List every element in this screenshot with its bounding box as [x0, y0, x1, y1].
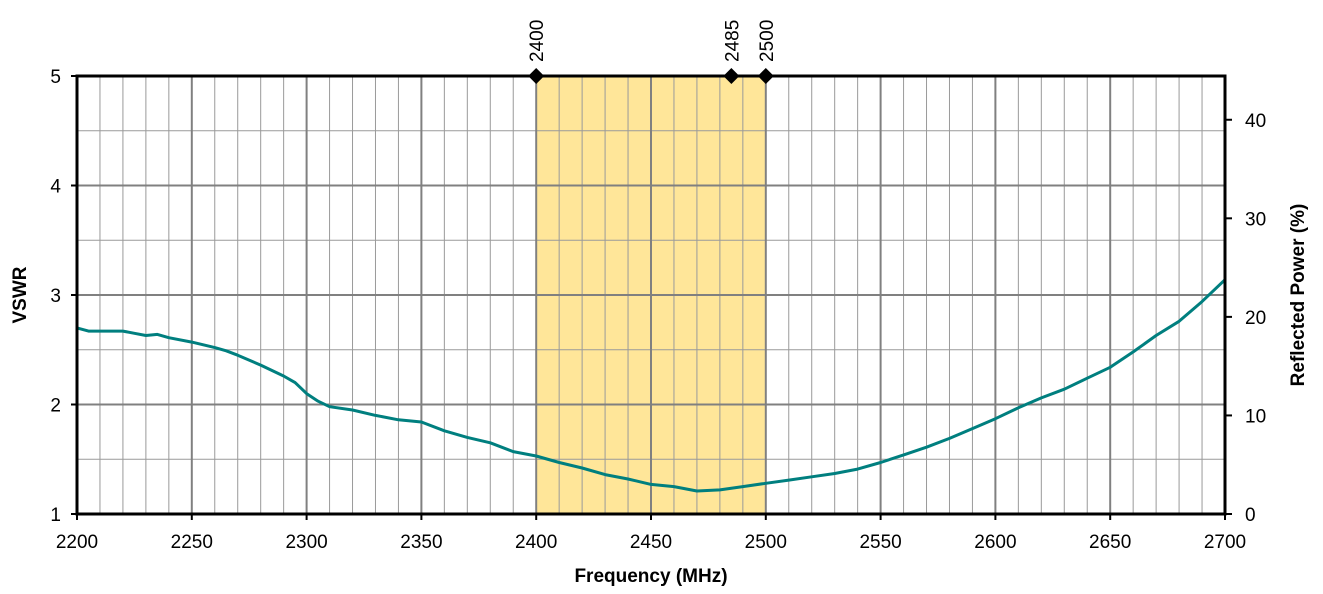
x-tick-label: 2450 [630, 532, 672, 553]
y2-tick-label: 20 [1245, 308, 1266, 329]
vswr-series-line [76, 278, 1227, 493]
y2-tick-label: 40 [1245, 111, 1266, 132]
grid-layer [77, 76, 1225, 514]
x-tick-label: 2700 [1204, 532, 1246, 553]
x-tick-label: 2250 [171, 532, 213, 553]
x-axis-title: Frequency (MHz) [574, 566, 727, 587]
x-tick-label: 2650 [1089, 532, 1131, 553]
x-tick-label: 2550 [859, 532, 901, 553]
x-tick-label: 2400 [515, 532, 557, 553]
y-tick-label: 3 [50, 286, 61, 307]
band-marker-diamond [528, 68, 545, 84]
marker-layer: 2400 2485 2500 [527, 20, 778, 84]
band-marker-label: 2500 [757, 20, 778, 62]
y2-tick-label: 0 [1245, 505, 1256, 526]
band-marker-diamond [723, 68, 740, 84]
y2-tick-label: 10 [1245, 406, 1266, 427]
x-tick-label: 2500 [745, 532, 787, 553]
x-tick-label: 2200 [56, 532, 98, 553]
band-marker-label: 2485 [722, 20, 743, 62]
y-tick-label: 1 [50, 505, 61, 526]
y-tick-label: 4 [50, 177, 61, 198]
x-tick-label: 2600 [974, 532, 1016, 553]
series-layer [76, 278, 1227, 493]
band-marker-diamond [757, 68, 774, 84]
x-tick-label: 2350 [400, 532, 442, 553]
y-tick-label: 5 [50, 67, 61, 88]
y-tick-label: 2 [50, 396, 61, 417]
tick-layer: 2200 2250 2300 2350 2400 2450 2500 2550 2600 2650… [50, 67, 1266, 553]
band-marker-label: 2400 [527, 20, 548, 62]
y-axis-title: VSWR [10, 266, 31, 323]
x-tick-label: 2300 [285, 532, 327, 553]
y2-tick-label: 30 [1245, 209, 1266, 230]
y2-axis-title: Reflected Power (%) [1288, 204, 1309, 387]
